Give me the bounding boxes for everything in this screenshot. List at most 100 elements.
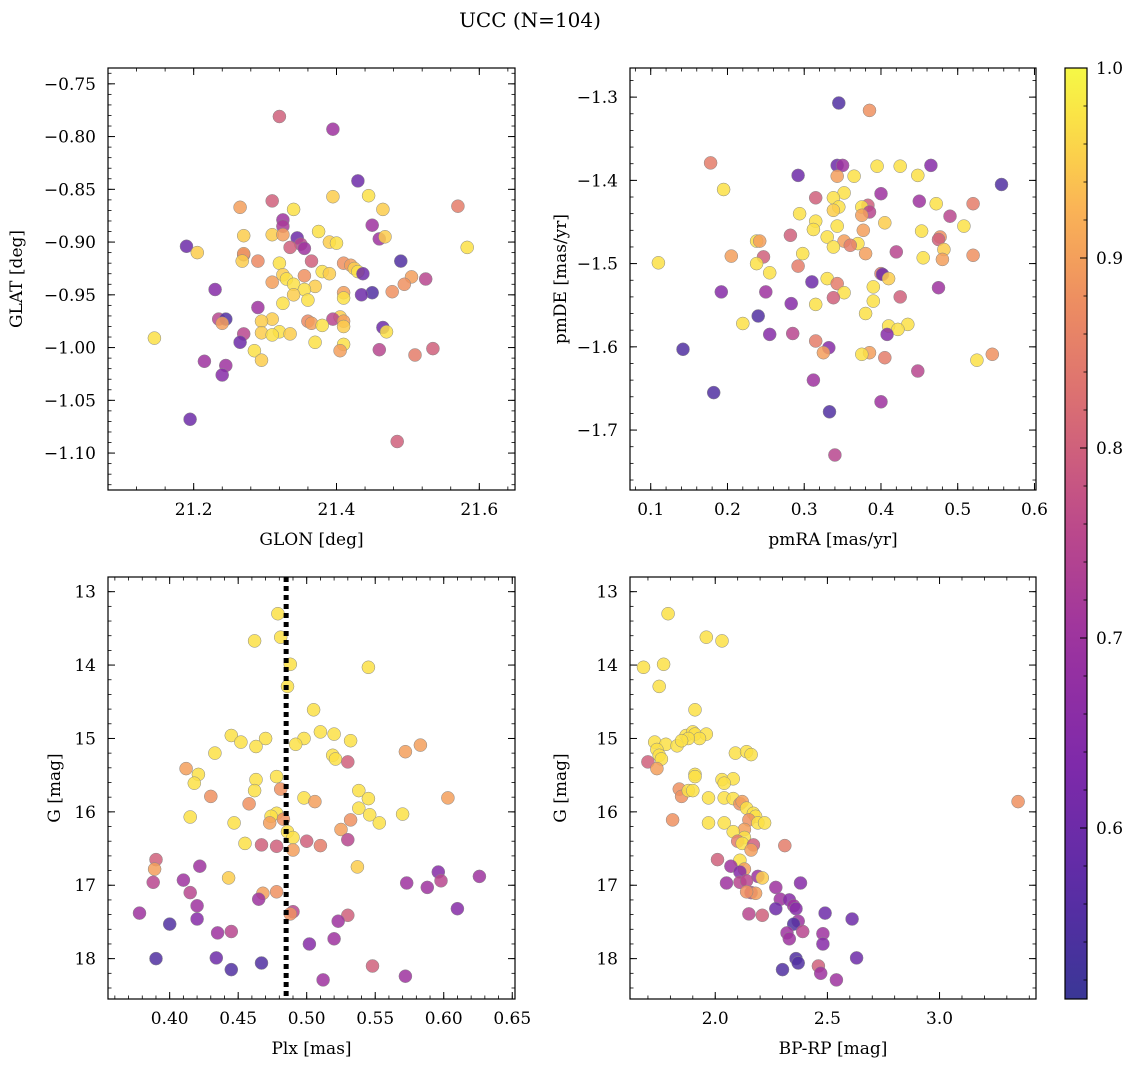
scatter-point [183,810,197,824]
plot-area [108,68,515,490]
y-tick-label: −1.10 [44,444,96,464]
scatter-point [302,937,317,951]
scatter-point [755,871,770,885]
scatter-point [233,200,247,215]
scatter-point [190,245,205,260]
scatter-point [399,876,414,890]
plot-area [108,577,515,999]
scatter-points [147,109,474,449]
scatter-point [372,342,387,357]
scatter-point [728,746,743,760]
scatter-point [316,973,330,987]
scatter-point [688,769,702,784]
x-axis-label: Plx [mas] [271,1039,351,1059]
y-tick-label: −1.3 [577,88,618,108]
y-tick-label: 14 [74,656,96,676]
scatter-point [247,343,262,358]
colorbar-tick-label: 0.6 [1096,819,1123,839]
scatter-point [858,306,873,321]
scatter-point [352,783,366,798]
scatter-point [254,314,269,328]
x-axis-label: BP-RP [mag] [779,1039,888,1059]
scatter-point [197,354,212,369]
scatter-point [813,966,828,981]
scatter-point [451,199,465,213]
scatter-point [221,871,236,885]
scatter-point [311,224,326,239]
scatter-point [341,755,355,769]
scatter-point [724,249,739,263]
scatter-point [313,725,328,739]
scatter-point [286,202,301,217]
scatter-point [276,227,290,242]
y-tick-label: 17 [74,876,96,896]
x-axis-label: GLON [deg] [259,530,363,550]
scatter-point [385,284,399,299]
scatter-point [297,241,312,256]
scatter-point [717,816,731,830]
scatter-point [782,932,797,946]
y-tick-label: −0.75 [44,75,96,95]
scatter-point [717,776,731,790]
scatter-point [208,282,222,297]
scatter-point [912,194,927,208]
scatter-point [762,327,777,342]
scatter-point [297,269,312,283]
scatter-point [736,316,750,331]
scatter-point [269,769,284,784]
scatter-point [254,353,269,367]
scatter-point [775,962,790,977]
scatter-point [398,744,413,759]
scatter-point [251,892,266,906]
scatter-point [365,218,379,232]
panel-glon-glat: 21.2 21.4 21.6 GLON [deg] −1.10 −1.05 −1.00 −0.… [7,67,516,550]
colorbar-tick-label: 0.9 [1096,249,1123,269]
y-tick-label: 18 [596,950,618,970]
scatter-point [146,875,160,890]
scatter-point [651,256,666,270]
x-tick-label: 0.55 [356,1009,394,1029]
y-axis-label: G [mag] [551,753,571,822]
scatter-point [716,182,731,197]
scatter-point [193,859,207,873]
scatter-points [651,96,1009,462]
scatter-point [460,240,474,255]
scatter-point [832,96,846,110]
scatter-point [795,924,810,939]
scatter-point [472,869,487,884]
scatter-point [224,962,239,977]
scatter-point [376,202,390,217]
scatter-point [227,816,241,830]
scatter-point [408,348,422,362]
scatter-point [328,752,343,766]
scatter-point [269,839,284,854]
scatter-point [911,364,925,378]
y-tick-label: 16 [74,803,96,823]
colorbar-tick-label: 0.7 [1096,629,1123,649]
scatter-point [234,735,248,749]
scatter-point [855,208,869,223]
x-tick-label: 0.60 [425,1009,463,1029]
axes-frame [107,67,516,491]
scatter-point [378,230,392,244]
y-tick-label: 13 [596,583,618,603]
scatter-point [327,932,341,946]
scatter-point [247,783,262,798]
scatter-point [441,791,455,805]
scatter-point [808,191,823,205]
scatter-point [826,290,841,305]
scatter-point [224,728,239,743]
x-tick-label: 0.5 [944,500,971,520]
y-axis-label: G [mag] [45,753,65,822]
scatter-point [132,906,147,920]
scatter-point [957,219,971,233]
scatter-point [352,801,366,815]
x-tick-label: 2.5 [814,1009,841,1029]
scatter-point [792,206,807,221]
scatter-point [365,959,380,973]
scatter-point [849,951,864,965]
x-tick-label: 0.40 [151,1009,189,1029]
scatter-point [265,275,279,289]
scatter-point [785,326,800,341]
